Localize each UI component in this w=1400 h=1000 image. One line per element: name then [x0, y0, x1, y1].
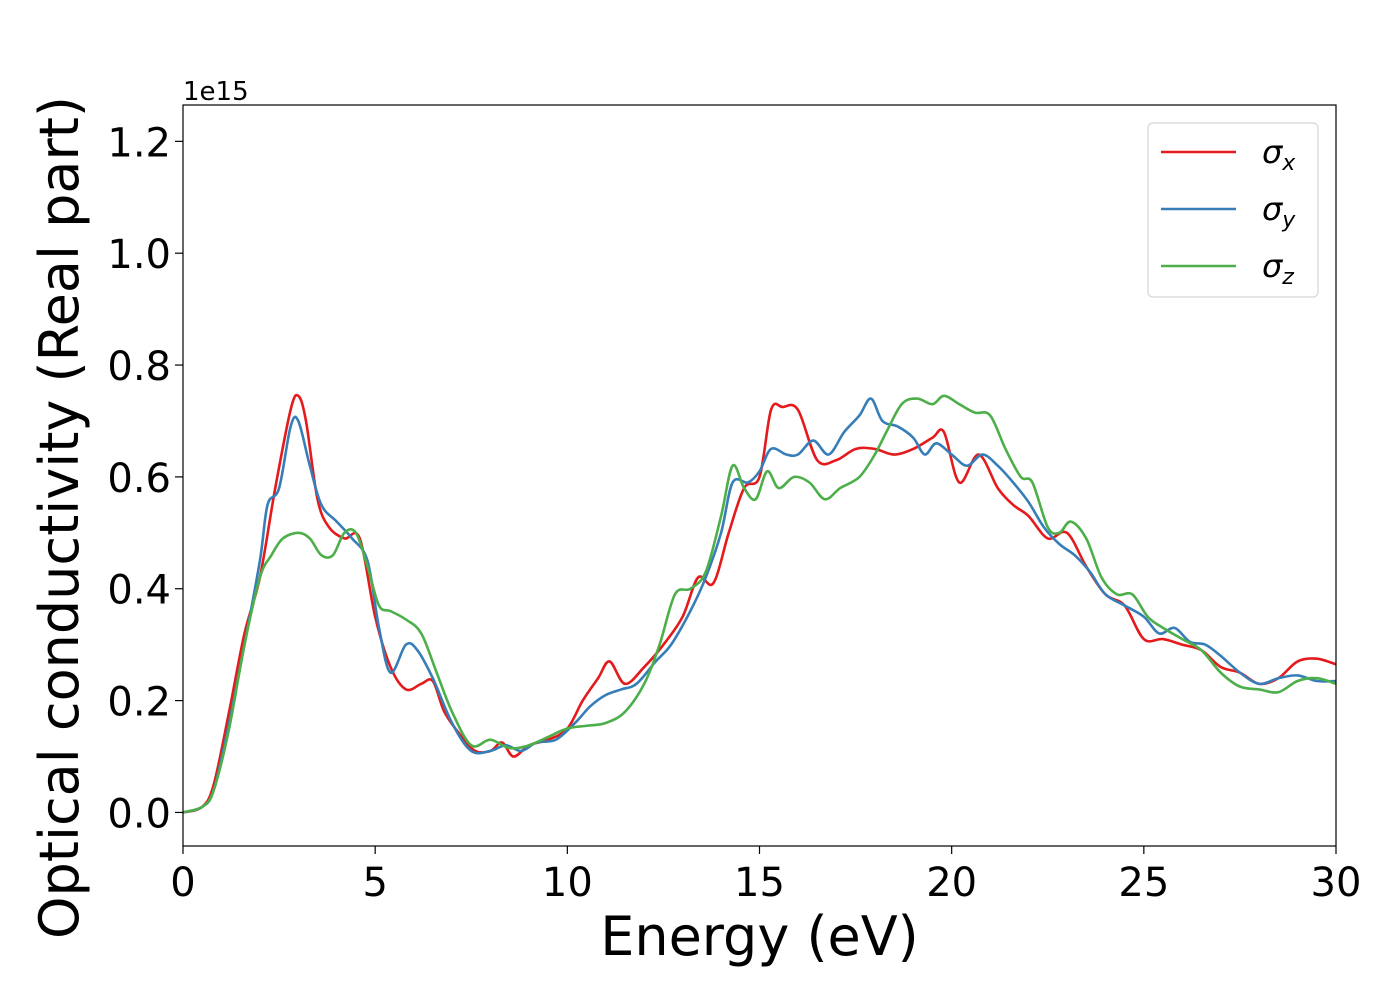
x-tick-label: 30: [1311, 860, 1362, 906]
legend-label-x: σx: [1262, 133, 1296, 176]
x-tick-label: 20: [926, 860, 977, 906]
y-tick-label: 0.2: [107, 680, 171, 726]
y-tick-label: 0.6: [107, 456, 171, 502]
y-offset-text: 1e15: [183, 77, 249, 107]
legend-label-z: σz: [1262, 247, 1294, 290]
x-tick-label: 25: [1118, 860, 1169, 906]
y-axis-title: Optical conductivity (Real part): [28, 96, 91, 939]
series-line-y: [182, 397, 1337, 814]
series-layer: [182, 393, 1337, 814]
x-tick-label: 5: [362, 860, 387, 906]
y-tick-label: 0.4: [107, 568, 171, 614]
x-tick-label: 0: [170, 860, 195, 906]
y-tick-label: 0.8: [107, 344, 171, 390]
y-tick-label: 1.0: [107, 232, 171, 278]
y-tick-label: 0.0: [107, 791, 171, 837]
y-axis: 0.0 0.2 0.4 0.6 0.8 1.0 1.2: [107, 120, 183, 837]
legend-label-y: σy: [1262, 190, 1296, 233]
series-line-z: [182, 394, 1337, 814]
x-axis: 0 5 10 15 20 25 30: [170, 846, 1361, 906]
y-tick-label: 1.2: [107, 120, 171, 166]
legend: σx σy σz: [1147, 122, 1319, 298]
x-tick-label: 10: [542, 860, 593, 906]
x-tick-label: 15: [734, 860, 785, 906]
x-axis-title: Energy (eV): [600, 905, 919, 968]
